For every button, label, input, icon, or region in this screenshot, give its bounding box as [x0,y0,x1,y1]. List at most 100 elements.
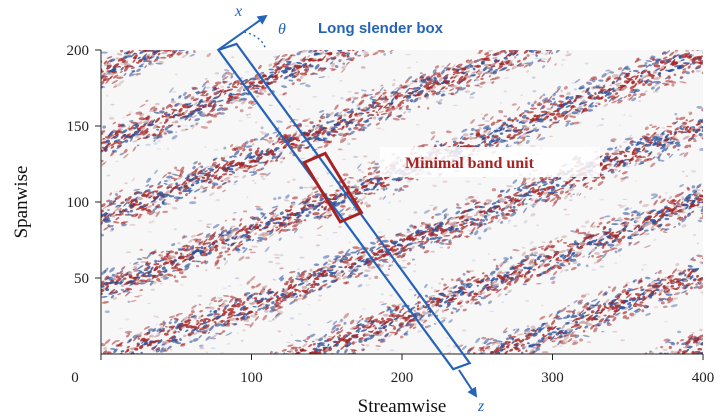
field-speck [555,317,563,320]
field-speck [517,342,524,346]
field-speck [619,380,622,383]
field-speck [90,289,97,295]
field-speck [663,364,669,367]
field-speck [574,326,580,331]
field-speck [469,346,475,351]
field-speck [89,369,93,371]
field-speck [308,358,316,365]
field-speck [706,269,714,272]
field-speck [95,353,99,356]
field-speck [665,293,673,296]
field-speck [485,362,493,368]
field-speck [278,364,282,367]
field-speck [416,378,420,382]
field-speck [635,376,642,378]
field-speck [449,374,455,381]
field-speck [602,384,608,390]
field-speck [590,298,598,303]
field-speck [685,292,689,296]
field-speck [423,381,429,386]
field-speck [619,388,623,391]
field-speck [302,339,307,342]
field-speck [633,305,638,308]
field-speck [98,370,103,374]
field-speck [706,344,711,348]
field-speck [704,342,710,346]
field-speck [713,323,717,327]
field-speck [709,261,712,265]
field-speck [428,371,433,376]
field-speck [436,382,442,388]
field-speck [104,362,111,364]
field-speck [639,279,643,283]
field-speck [415,383,422,388]
field-speck [531,332,539,335]
field-speck [700,341,703,346]
field-speck [431,377,438,380]
field-speck [419,387,427,390]
field-speck [635,369,639,372]
field-speck [233,386,239,390]
field-speck [626,355,632,360]
field-speck [306,357,310,361]
field-speck [696,254,703,258]
field-speck [559,334,563,338]
field-speck [710,272,714,275]
field-speck [625,366,632,368]
field-speck [574,323,581,327]
field-speck [435,387,439,390]
field-speck [643,305,649,309]
field-speck [515,347,520,351]
field-speck [702,202,703,205]
field-speck [525,349,528,353]
field-speck [598,321,603,326]
field-speck [627,386,633,389]
field-speck [520,362,524,364]
field-speck [706,114,712,118]
field-speck [608,356,615,359]
field-speck [647,362,650,364]
field-speck [608,381,611,384]
plot-area [89,42,718,393]
field-speck [488,337,494,341]
field-speck [268,354,273,357]
field-speck [539,315,546,320]
field-speck [108,359,114,364]
field-speck [421,371,427,377]
field-speck [712,123,718,126]
field-speck [147,360,151,362]
field-speck [694,360,701,363]
field-speck [707,337,713,340]
field-speck [677,330,682,334]
field-speck [439,387,446,388]
field-speck [326,354,333,358]
field-speck [297,366,302,370]
field-speck [619,306,626,308]
field-speck [631,297,636,300]
field-speck [450,375,453,378]
field-speck [704,255,710,259]
field-speck [668,45,676,48]
field-speck [713,201,717,206]
field-speck [646,370,649,372]
field-speck [603,314,607,317]
field-speck [234,377,238,381]
field-speck [706,42,711,45]
field-speck [92,291,95,294]
field-speck [116,360,122,363]
field-speck [570,331,576,335]
field-speck [429,386,433,390]
field-speck [564,329,568,333]
field-speck [91,299,94,302]
field-speck [437,366,441,370]
field-speck [516,333,524,336]
field-speck [323,333,327,338]
field-speck [670,350,674,354]
field-speck [704,122,708,127]
field-speck [304,340,308,343]
field-speck [625,373,631,379]
field-speck [95,338,98,340]
field-speck [415,377,420,382]
field-speck [536,345,541,348]
field-speck [235,388,240,393]
